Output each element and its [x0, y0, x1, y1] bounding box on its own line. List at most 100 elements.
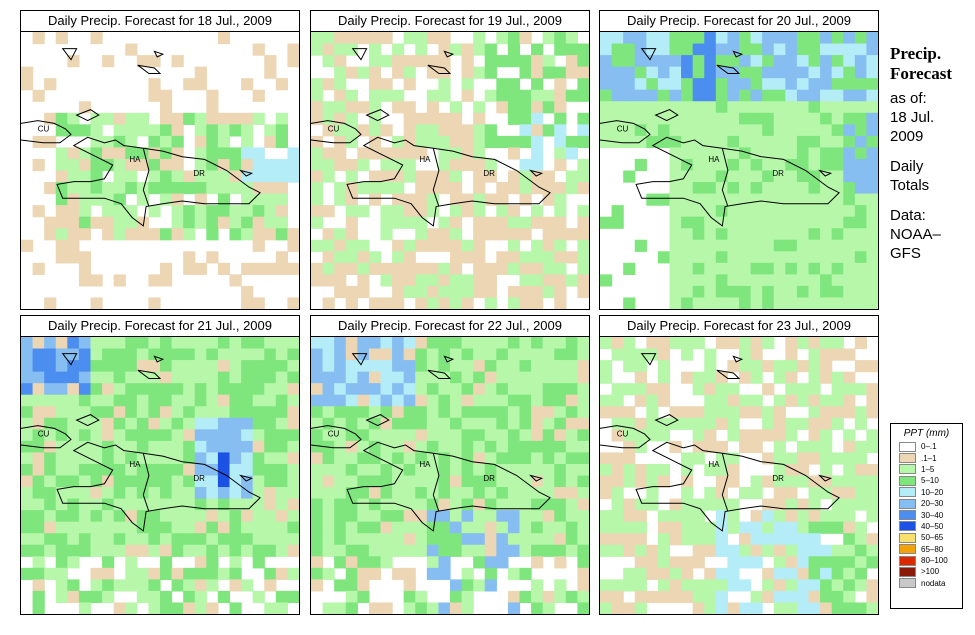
precip-cell	[160, 487, 173, 500]
precip-cell	[252, 406, 265, 419]
precip-cell	[160, 337, 173, 350]
precip-cell	[554, 544, 567, 557]
precip-cell	[577, 556, 589, 569]
precip-cell	[866, 124, 878, 137]
precip-cell	[542, 182, 555, 195]
precip-cell	[692, 216, 705, 229]
precip-cell	[102, 383, 115, 396]
precip-cell	[773, 463, 786, 477]
precip-cell	[531, 360, 544, 373]
precip-cell	[773, 205, 786, 218]
precip-cell	[380, 429, 393, 442]
precip-cell	[484, 66, 497, 79]
precip-cell	[125, 452, 138, 465]
precip-cell	[646, 394, 659, 407]
precip-cell	[866, 510, 878, 523]
precip-cell	[322, 475, 335, 488]
precip-cell	[102, 228, 115, 241]
precip-cell	[392, 251, 405, 264]
country-label-cuba: CU	[38, 125, 50, 134]
precip-cell	[577, 112, 589, 125]
precip-cell	[496, 135, 509, 149]
precip-cell	[136, 452, 150, 465]
precip-cell	[252, 533, 265, 546]
precip-cell	[450, 590, 463, 604]
precip-cell	[600, 394, 613, 407]
coastline	[153, 50, 165, 58]
precip-cell	[275, 182, 289, 195]
precip-cell	[252, 440, 265, 454]
precip-cell	[334, 521, 347, 534]
precip-cell	[171, 158, 184, 172]
precip-cell	[507, 112, 521, 125]
precip-cell	[866, 429, 878, 442]
precip-cell	[357, 567, 370, 580]
precip-cell	[311, 101, 324, 114]
precip-cell	[229, 337, 242, 350]
precip-cell	[322, 371, 335, 384]
precip-cell	[820, 297, 833, 309]
precip-cell	[426, 371, 440, 384]
precip-cell	[148, 429, 161, 442]
precip-cell	[241, 360, 254, 373]
precip-cell	[438, 274, 451, 287]
precip-cell	[345, 429, 358, 442]
precip-cell	[415, 216, 428, 229]
precip-cell	[368, 521, 382, 534]
precip-cell	[125, 348, 138, 361]
precip-cell	[854, 124, 868, 137]
precip-cell	[368, 297, 382, 309]
precip-cell	[577, 55, 589, 68]
precip-cell	[808, 89, 821, 102]
precip-cell	[600, 274, 613, 287]
precip-cell	[136, 112, 150, 125]
precip-cell	[171, 383, 184, 396]
precip-cell	[415, 475, 428, 488]
precip-cell	[380, 297, 393, 309]
precip-cell	[739, 228, 752, 241]
precip-cell	[334, 602, 347, 614]
precip-cell	[368, 32, 382, 45]
precip-cell	[438, 567, 451, 580]
precip-cell	[461, 475, 474, 488]
precip-cell	[450, 429, 463, 442]
precip-cell	[426, 533, 440, 546]
precip-cell	[264, 417, 277, 430]
precip-cell	[380, 533, 393, 546]
precip-cell	[450, 216, 463, 229]
precip-cell	[554, 78, 567, 91]
precip-cell	[55, 32, 68, 45]
precip-cell	[739, 216, 752, 229]
precip-cell	[854, 274, 868, 287]
precip-cell	[160, 89, 173, 102]
precip-cell	[32, 394, 45, 407]
precip-cell	[681, 55, 694, 68]
precip-cell	[450, 112, 463, 125]
precip-cell	[484, 337, 497, 350]
precip-cell	[519, 417, 532, 430]
precip-cell	[739, 487, 752, 500]
precip-cell	[473, 262, 486, 275]
precip-cell	[403, 170, 416, 183]
precip-cell	[796, 78, 810, 91]
precip-cell	[704, 182, 717, 195]
precip-cell	[820, 371, 833, 384]
precip-cell	[611, 32, 624, 45]
precip-cell	[554, 371, 567, 384]
precip-cell	[183, 579, 196, 592]
precip-cell	[380, 510, 393, 523]
precip-cell	[554, 417, 567, 430]
precip-cell	[194, 158, 207, 172]
precip-cell	[275, 510, 289, 523]
precip-cell	[160, 406, 173, 419]
precip-cell	[843, 251, 856, 264]
precip-cell	[206, 510, 219, 523]
precip-cell	[334, 285, 347, 299]
precip-cell	[727, 43, 740, 56]
precip-cell	[229, 533, 242, 546]
precip-cell	[634, 348, 647, 361]
precip-cell	[450, 147, 463, 160]
precip-cell	[681, 521, 694, 534]
precip-cell	[21, 567, 34, 580]
precip-cell	[287, 360, 299, 373]
